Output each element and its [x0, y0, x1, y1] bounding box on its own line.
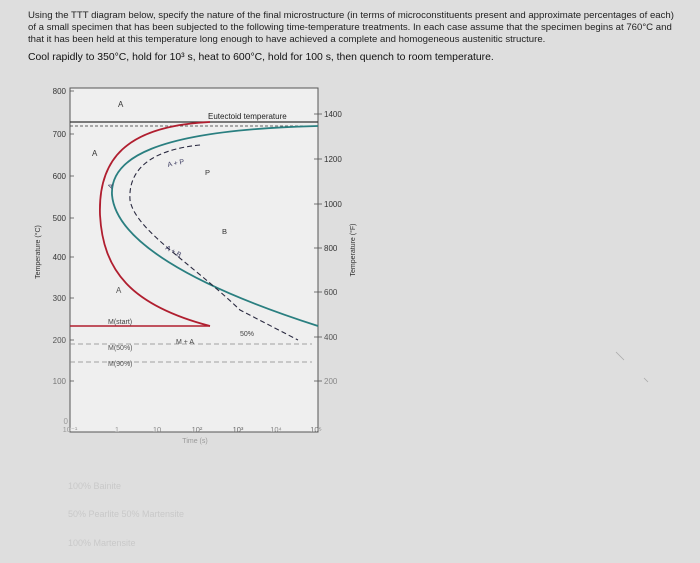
time-tick-1000: 10³: [233, 425, 244, 434]
label-m-plus-a: M + A: [176, 339, 194, 346]
question-block: Using the TTT diagram below, specify the…: [28, 10, 680, 64]
left-tick-400: 400: [53, 253, 67, 262]
right-tick-800: 800: [324, 244, 338, 253]
right-tick-600: 600: [324, 288, 338, 297]
time-tick-100000: 10⁵: [310, 425, 321, 434]
left-tick-0: 0: [64, 417, 69, 426]
label-p: P: [205, 168, 210, 177]
left-tick-500: 500: [53, 214, 67, 223]
label-a-plus-p: A + P: [167, 159, 185, 169]
right-tick-1000: 1000: [324, 200, 342, 209]
answer-option-2: 50% Pearlite 50% Martensite: [68, 509, 185, 519]
right-tick-marks: [314, 113, 322, 382]
time-tick-0.1: 10⁻¹: [63, 425, 78, 434]
treatment-text: Cool rapidly to 350°C, hold for 10³ s, h…: [28, 51, 494, 63]
label-m90: M(90%): [108, 361, 133, 368]
answer-option-3: 100% Martensite: [68, 538, 136, 548]
left-tick-700: 700: [53, 130, 67, 139]
left-tick-300: 300: [53, 294, 67, 303]
x-axis-label: Time (s): [182, 438, 207, 445]
label-a-left: A: [92, 149, 98, 158]
question-prompt: Using the TTT diagram below, specify the…: [28, 10, 674, 46]
pearlite-start-curve: [99, 121, 211, 327]
right-tick-1400: 1400: [324, 110, 342, 119]
pen-mark: [615, 351, 649, 383]
right-tick-400: 400: [324, 333, 338, 342]
time-tick-1: 1: [115, 425, 119, 434]
right-axis-label: Temperature (°F): [349, 224, 357, 277]
left-axis-label: Temperature (°C): [34, 225, 42, 279]
label-m-start: M(start): [108, 319, 132, 326]
left-tick-200: 200: [53, 336, 67, 345]
right-tick-1200: 1200: [324, 155, 342, 164]
label-50-percent: 50%: [240, 331, 254, 338]
label-a-top: A: [118, 100, 124, 109]
time-tick-10: 10: [153, 425, 161, 434]
label-b: B: [222, 227, 227, 236]
plot-frame: [69, 87, 319, 433]
left-tick-100: 100: [53, 377, 67, 386]
time-tick-10000: 10⁴: [270, 425, 282, 434]
label-m50: M(50%): [108, 345, 133, 352]
left-tick-800: 800: [53, 87, 67, 96]
time-tick-100: 10²: [192, 425, 203, 434]
label-a-nose: A: [107, 183, 115, 190]
answer-option-1: 100% Bainite: [68, 481, 122, 491]
label-a-mid: A: [116, 286, 122, 295]
left-tick-600: 600: [53, 172, 67, 181]
eutectoid-label: Eutectoid temperature: [208, 112, 287, 121]
fifty-percent-curve: [129, 144, 299, 341]
time-tick-labels: 10⁻¹ 1 10 10² 10³ 10⁴ 10⁵: [63, 425, 322, 434]
right-tick-labels: 1400 1200 1000 800 600 400 200: [324, 110, 342, 386]
right-tick-200: 200: [324, 377, 338, 386]
bainite-start-curve: [111, 125, 319, 327]
left-tick-labels: 800 700 600 500 400 300 200 100 0: [53, 87, 69, 426]
left-tick-marks: [70, 90, 74, 382]
